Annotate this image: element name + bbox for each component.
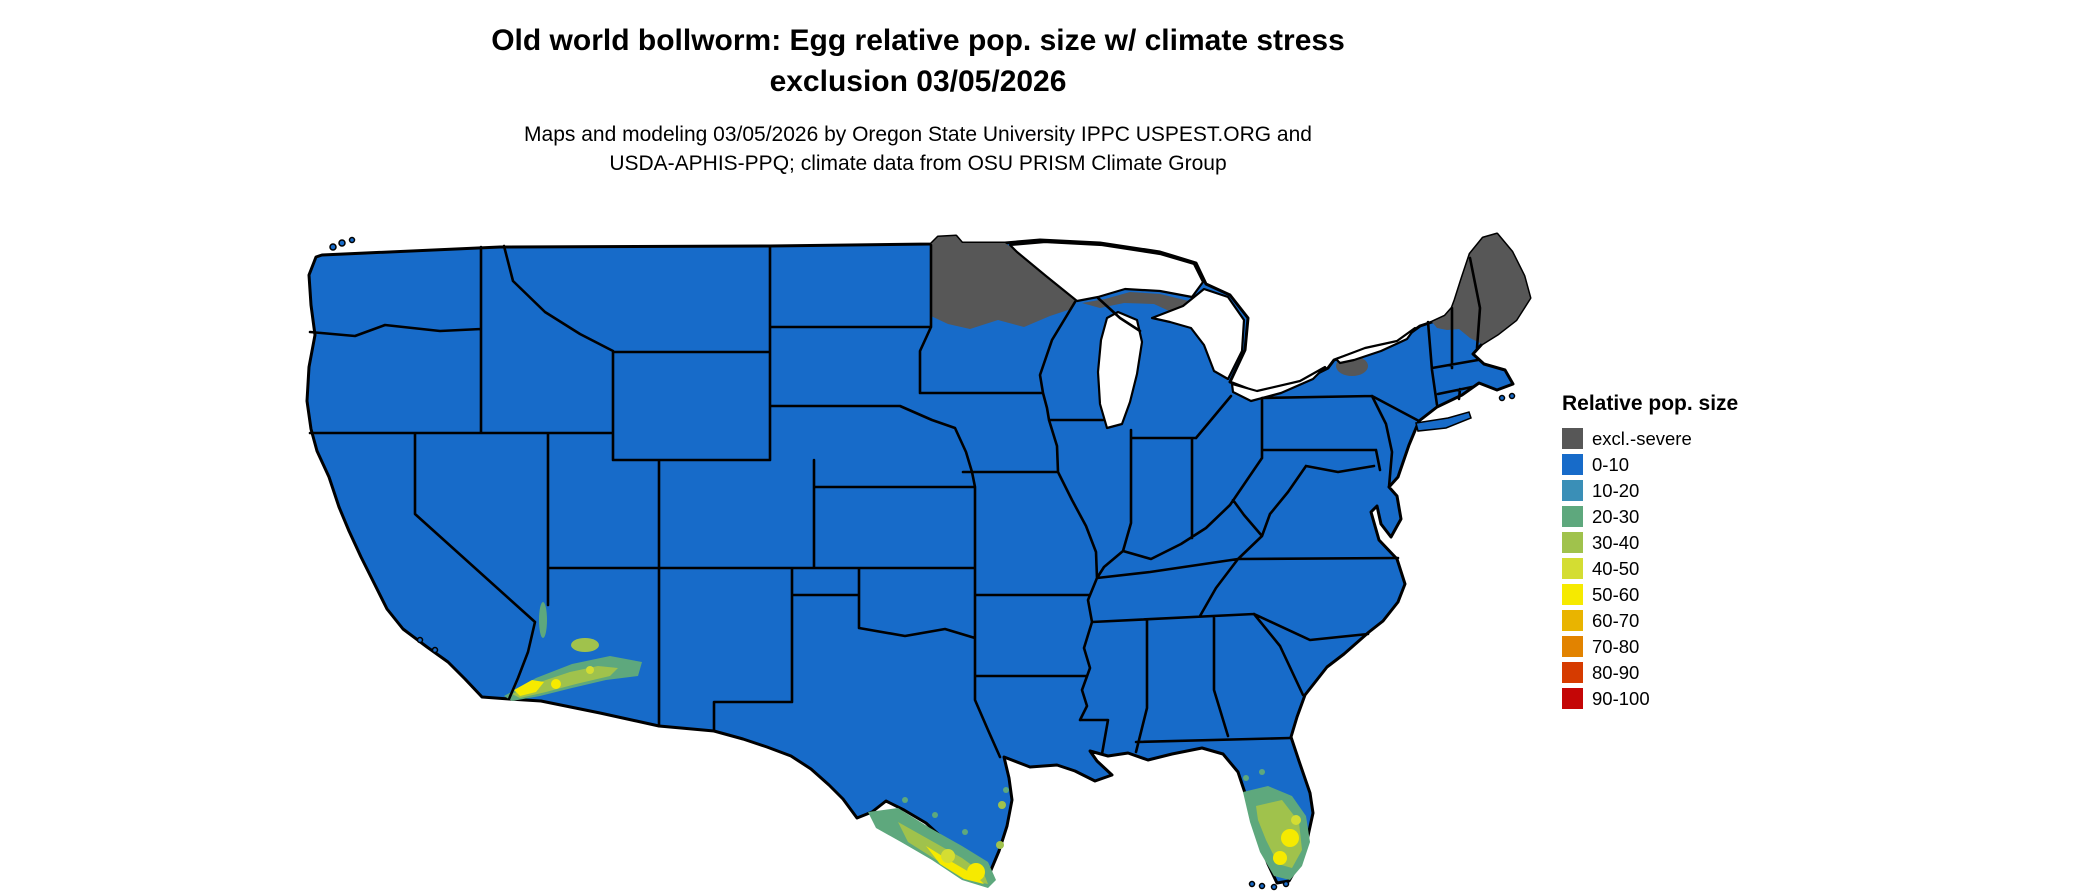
legend-item-label: 20-30 [1592, 506, 1640, 527]
exclusion-region-new-england [1432, 234, 1530, 344]
legend-title: Relative pop. size [1562, 392, 1739, 415]
hotspot-dot [967, 863, 985, 881]
legend-swatch [1562, 584, 1583, 605]
hotspot-dot [1259, 769, 1265, 775]
hotspot-southern-arizona [504, 602, 642, 701]
lake-ontario [1334, 326, 1417, 365]
map-title-line2: exclusion 03/05/2026 [769, 65, 1067, 98]
hotspot-florida-mid [1256, 800, 1302, 868]
legend-item-label: 10-20 [1592, 480, 1640, 501]
hotspot-dot [586, 666, 594, 674]
us-choropleth-map [300, 230, 1550, 892]
florida-keys [1258, 882, 1266, 890]
map-subtitle: Maps and modeling 03/05/2026 by Oregon S… [0, 120, 1836, 178]
hotspot-dot [1281, 829, 1299, 847]
hotspot-dot [932, 812, 938, 818]
legend-item-label: excl.-severe [1592, 428, 1692, 449]
legend-item: 60-70 [1562, 610, 1822, 631]
legend-swatch [1562, 428, 1583, 449]
hotspot-dot [941, 849, 955, 863]
florida-keys [1270, 883, 1278, 891]
legend-item: 40-50 [1562, 558, 1822, 579]
hotspot-dot [1243, 775, 1249, 781]
legend-swatch [1562, 636, 1583, 657]
hotspot-arizona-mid [512, 666, 618, 698]
hotspot-dot [1249, 797, 1255, 803]
san-juan-islands [329, 243, 337, 251]
map-legend: Relative pop. size excl.-severe 0-10 10-20… [1562, 392, 1822, 714]
legend-item-label: 90-100 [1592, 688, 1650, 709]
legend-item: 80-90 [1562, 662, 1822, 683]
hotspot-florida [1243, 769, 1310, 880]
channel-islands [431, 646, 439, 654]
lake-superior [1008, 240, 1205, 303]
legend-swatch [1562, 506, 1583, 527]
hotspot-dot [551, 679, 561, 689]
exclusion-region-superior-shore [1082, 292, 1196, 316]
legend-item-label: 30-40 [1592, 532, 1640, 553]
hotspot-dot [1003, 787, 1009, 793]
offshore-islands [329, 236, 1516, 891]
hotspot-dot [998, 801, 1006, 809]
florida-keys [1248, 880, 1256, 888]
san-juan-islands [338, 239, 346, 247]
florida-keys [1282, 880, 1290, 888]
hotspot-dot [1291, 815, 1301, 825]
hotspot-colorado-river-streak [539, 602, 547, 638]
hotspot-dot [902, 797, 908, 803]
legend-item: excl.-severe [1562, 428, 1822, 449]
legend-swatch [1562, 610, 1583, 631]
map-title-line1: Old world bollworm: Egg relative pop. si… [491, 24, 1345, 57]
cape-cod-islands [1498, 394, 1506, 402]
map-title: Old world bollworm: Egg relative pop. si… [0, 20, 1836, 102]
exclusion-region-northern-minnesota [931, 236, 1076, 329]
hotspot-dot [962, 829, 968, 835]
san-juan-islands [348, 236, 356, 244]
legend-swatch [1562, 454, 1583, 475]
legend-item-label: 0-10 [1592, 454, 1630, 475]
map-subtitle-line1: Maps and modeling 03/05/2026 by Oregon S… [524, 123, 1312, 146]
legend-item-label: 70-80 [1592, 636, 1640, 657]
channel-islands [416, 636, 424, 644]
long-island [1415, 411, 1472, 432]
lake-erie [1230, 365, 1327, 403]
hotspot-dot [996, 841, 1004, 849]
lake-michigan [1096, 310, 1144, 430]
state-borders [308, 243, 1482, 759]
legend-swatch [1562, 688, 1583, 709]
legend-item-label: 60-70 [1592, 610, 1640, 631]
lake-huron [1150, 287, 1246, 381]
legend-item: 30-40 [1562, 532, 1822, 553]
hotspot-phoenix-streak [571, 638, 599, 652]
hotspot-south-texas [868, 787, 1009, 888]
us-map-svg [305, 232, 1532, 891]
legend-items: excl.-severe 0-10 10-20 20-30 30-40 40-50 50-6… [1562, 428, 1822, 709]
legend-swatch [1562, 662, 1583, 683]
legend-item-label: 40-50 [1592, 558, 1640, 579]
legend-swatch [1562, 558, 1583, 579]
legend-swatch [1562, 532, 1583, 553]
legend-item: 90-100 [1562, 688, 1822, 709]
legend-item: 0-10 [1562, 454, 1822, 475]
hotspot-imperial-valley [514, 680, 544, 696]
hotspot-dot [1273, 851, 1287, 865]
map-subtitle-line2: USDA-APHIS-PPQ; climate data from OSU PR… [609, 152, 1227, 175]
legend-item-label: 50-60 [1592, 584, 1640, 605]
legend-item: 10-20 [1562, 480, 1822, 501]
legend-item: 70-80 [1562, 636, 1822, 657]
legend-item: 20-30 [1562, 506, 1822, 527]
legend-item-label: 80-90 [1592, 662, 1640, 683]
legend-swatch [1562, 480, 1583, 501]
cape-cod-islands [1508, 392, 1516, 400]
legend-item: 50-60 [1562, 584, 1822, 605]
